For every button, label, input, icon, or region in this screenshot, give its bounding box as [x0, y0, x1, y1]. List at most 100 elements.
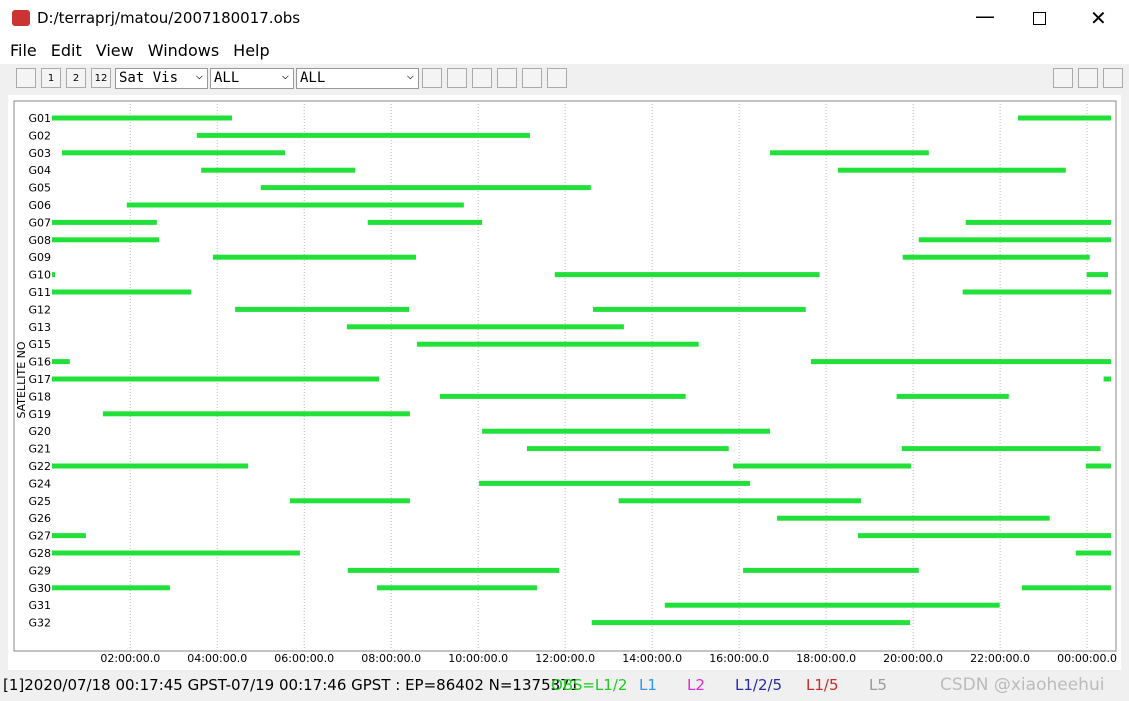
visibility-bar [102, 411, 410, 417]
toolbar-button[interactable]: 12 [91, 68, 111, 88]
y-tick-label: G17 [28, 373, 51, 386]
x-tick-label: 04:00:00.0 [187, 652, 247, 665]
visibility-bar [126, 202, 464, 208]
x-tick-label: 00:00:00.0 [1057, 652, 1117, 665]
toolbar-button[interactable] [16, 68, 36, 88]
visibility-bar [52, 376, 380, 382]
toolbar-button[interactable] [1103, 68, 1123, 88]
visibility-bar [260, 185, 591, 191]
visibility-bar [526, 446, 729, 452]
visibility-bar [52, 115, 233, 121]
plot: SATELLITE NO 02:00:00.0 04:00:00.0 06:00:0… [8, 95, 1121, 670]
visibility-bar [591, 620, 911, 626]
visibility-bar [347, 567, 560, 573]
x-tick-label: 06:00:00.0 [274, 652, 334, 665]
visibility-bar [1017, 115, 1111, 121]
toolbar-button[interactable] [1053, 68, 1073, 88]
visibility-bar [733, 463, 911, 469]
visibility-bar [52, 533, 86, 539]
legend-entry: OBS=L1/2 [551, 676, 628, 694]
y-tick-label: G25 [28, 495, 51, 508]
x-tick-label: 20:00:00.0 [883, 652, 943, 665]
visibility-bar [770, 150, 929, 156]
visibility-bar [52, 289, 192, 295]
y-tick-label: G01 [28, 112, 51, 125]
visibility-bar [52, 550, 300, 556]
visibility-bar [376, 585, 537, 591]
toolbar-button[interactable] [422, 68, 442, 88]
visibility-bar [593, 306, 806, 312]
y-tick-label: G32 [28, 617, 51, 630]
y-tick-label: G22 [28, 460, 51, 473]
visibility-bar [1103, 376, 1111, 382]
y-tick-label: G19 [28, 408, 51, 421]
y-tick-label: G03 [28, 147, 51, 160]
toolbar-button[interactable] [497, 68, 517, 88]
menu-item[interactable]: Edit [50, 41, 82, 60]
visibility-bar [235, 306, 410, 312]
visibility-bar [346, 324, 624, 330]
y-tick-label: G10 [28, 269, 51, 282]
menu-item[interactable]: Windows [147, 41, 220, 60]
y-tick-label: G27 [28, 530, 51, 543]
x-tick-label: 16:00:00.0 [709, 652, 769, 665]
dropdown[interactable]: ALL [210, 66, 294, 89]
dropdown[interactable]: Sat Vis [115, 66, 208, 89]
plot-background [8, 95, 1121, 670]
close[interactable]: ✕ [1090, 6, 1107, 30]
visibility-bar [52, 219, 157, 225]
app-icon [12, 10, 30, 26]
visibility-bar [201, 167, 356, 173]
minimize[interactable]: — [975, 4, 995, 28]
y-tick-label: G09 [28, 251, 51, 264]
dropdown[interactable]: ALL [296, 66, 419, 89]
toolbar-button[interactable]: 2 [66, 68, 86, 88]
visibility-bar [1075, 550, 1111, 556]
visibility-bar [196, 132, 530, 138]
menu-item[interactable]: Help [233, 41, 270, 60]
y-tick-label: G18 [28, 390, 51, 403]
x-tick-label: 08:00:00.0 [361, 652, 421, 665]
y-tick-label: G24 [28, 477, 51, 490]
y-tick-label: G28 [28, 547, 51, 560]
menu-item[interactable]: File [10, 41, 37, 60]
menu-item[interactable]: View [95, 41, 134, 60]
visibility-bar [367, 219, 483, 225]
visibility-bar [743, 567, 919, 573]
visibility-bar [1021, 585, 1111, 591]
y-tick-label: G29 [28, 564, 51, 577]
toolbar-button[interactable] [447, 68, 467, 88]
y-tick-label: G11 [28, 286, 51, 299]
toolbar-button[interactable] [547, 68, 567, 88]
legend-entry: L1/5 [806, 676, 839, 694]
visibility-bar [965, 219, 1111, 225]
visibility-bar [810, 359, 1111, 365]
visibility-bar [52, 585, 170, 591]
status-text: [1]2020/07/18 00:17:45 GPST-07/19 00:17:… [3, 676, 580, 694]
y-tick-label: G12 [28, 303, 51, 316]
toolbar-button[interactable] [1078, 68, 1098, 88]
visibility-bar [289, 498, 410, 504]
toolbar-button[interactable] [472, 68, 492, 88]
y-tick-label: G06 [28, 199, 51, 212]
visibility-bar [664, 602, 1000, 608]
y-tick-label: G15 [28, 338, 51, 351]
visibility-bar [482, 428, 771, 434]
visibility-bar [901, 446, 1101, 452]
toolbar-button[interactable]: 1 [41, 68, 61, 88]
x-tick-label: 02:00:00.0 [100, 652, 160, 665]
visibility-bar [52, 272, 56, 278]
visibility-bar [52, 237, 159, 243]
title-bar: D:/terraprj/matou/2007180017.obs — ✕ [0, 0, 1129, 38]
maximize[interactable] [1033, 12, 1046, 25]
visibility-bar [896, 393, 1009, 399]
visibility-bar [212, 254, 417, 260]
visibility-bar [962, 289, 1111, 295]
y-axis-label: SATELLITE NO [15, 341, 28, 418]
legend-entry: L1/2/5 [735, 676, 783, 694]
y-tick-label: G30 [28, 582, 51, 595]
y-tick-label: G13 [28, 321, 51, 334]
visibility-bar [857, 533, 1111, 539]
toolbar-button[interactable] [522, 68, 542, 88]
